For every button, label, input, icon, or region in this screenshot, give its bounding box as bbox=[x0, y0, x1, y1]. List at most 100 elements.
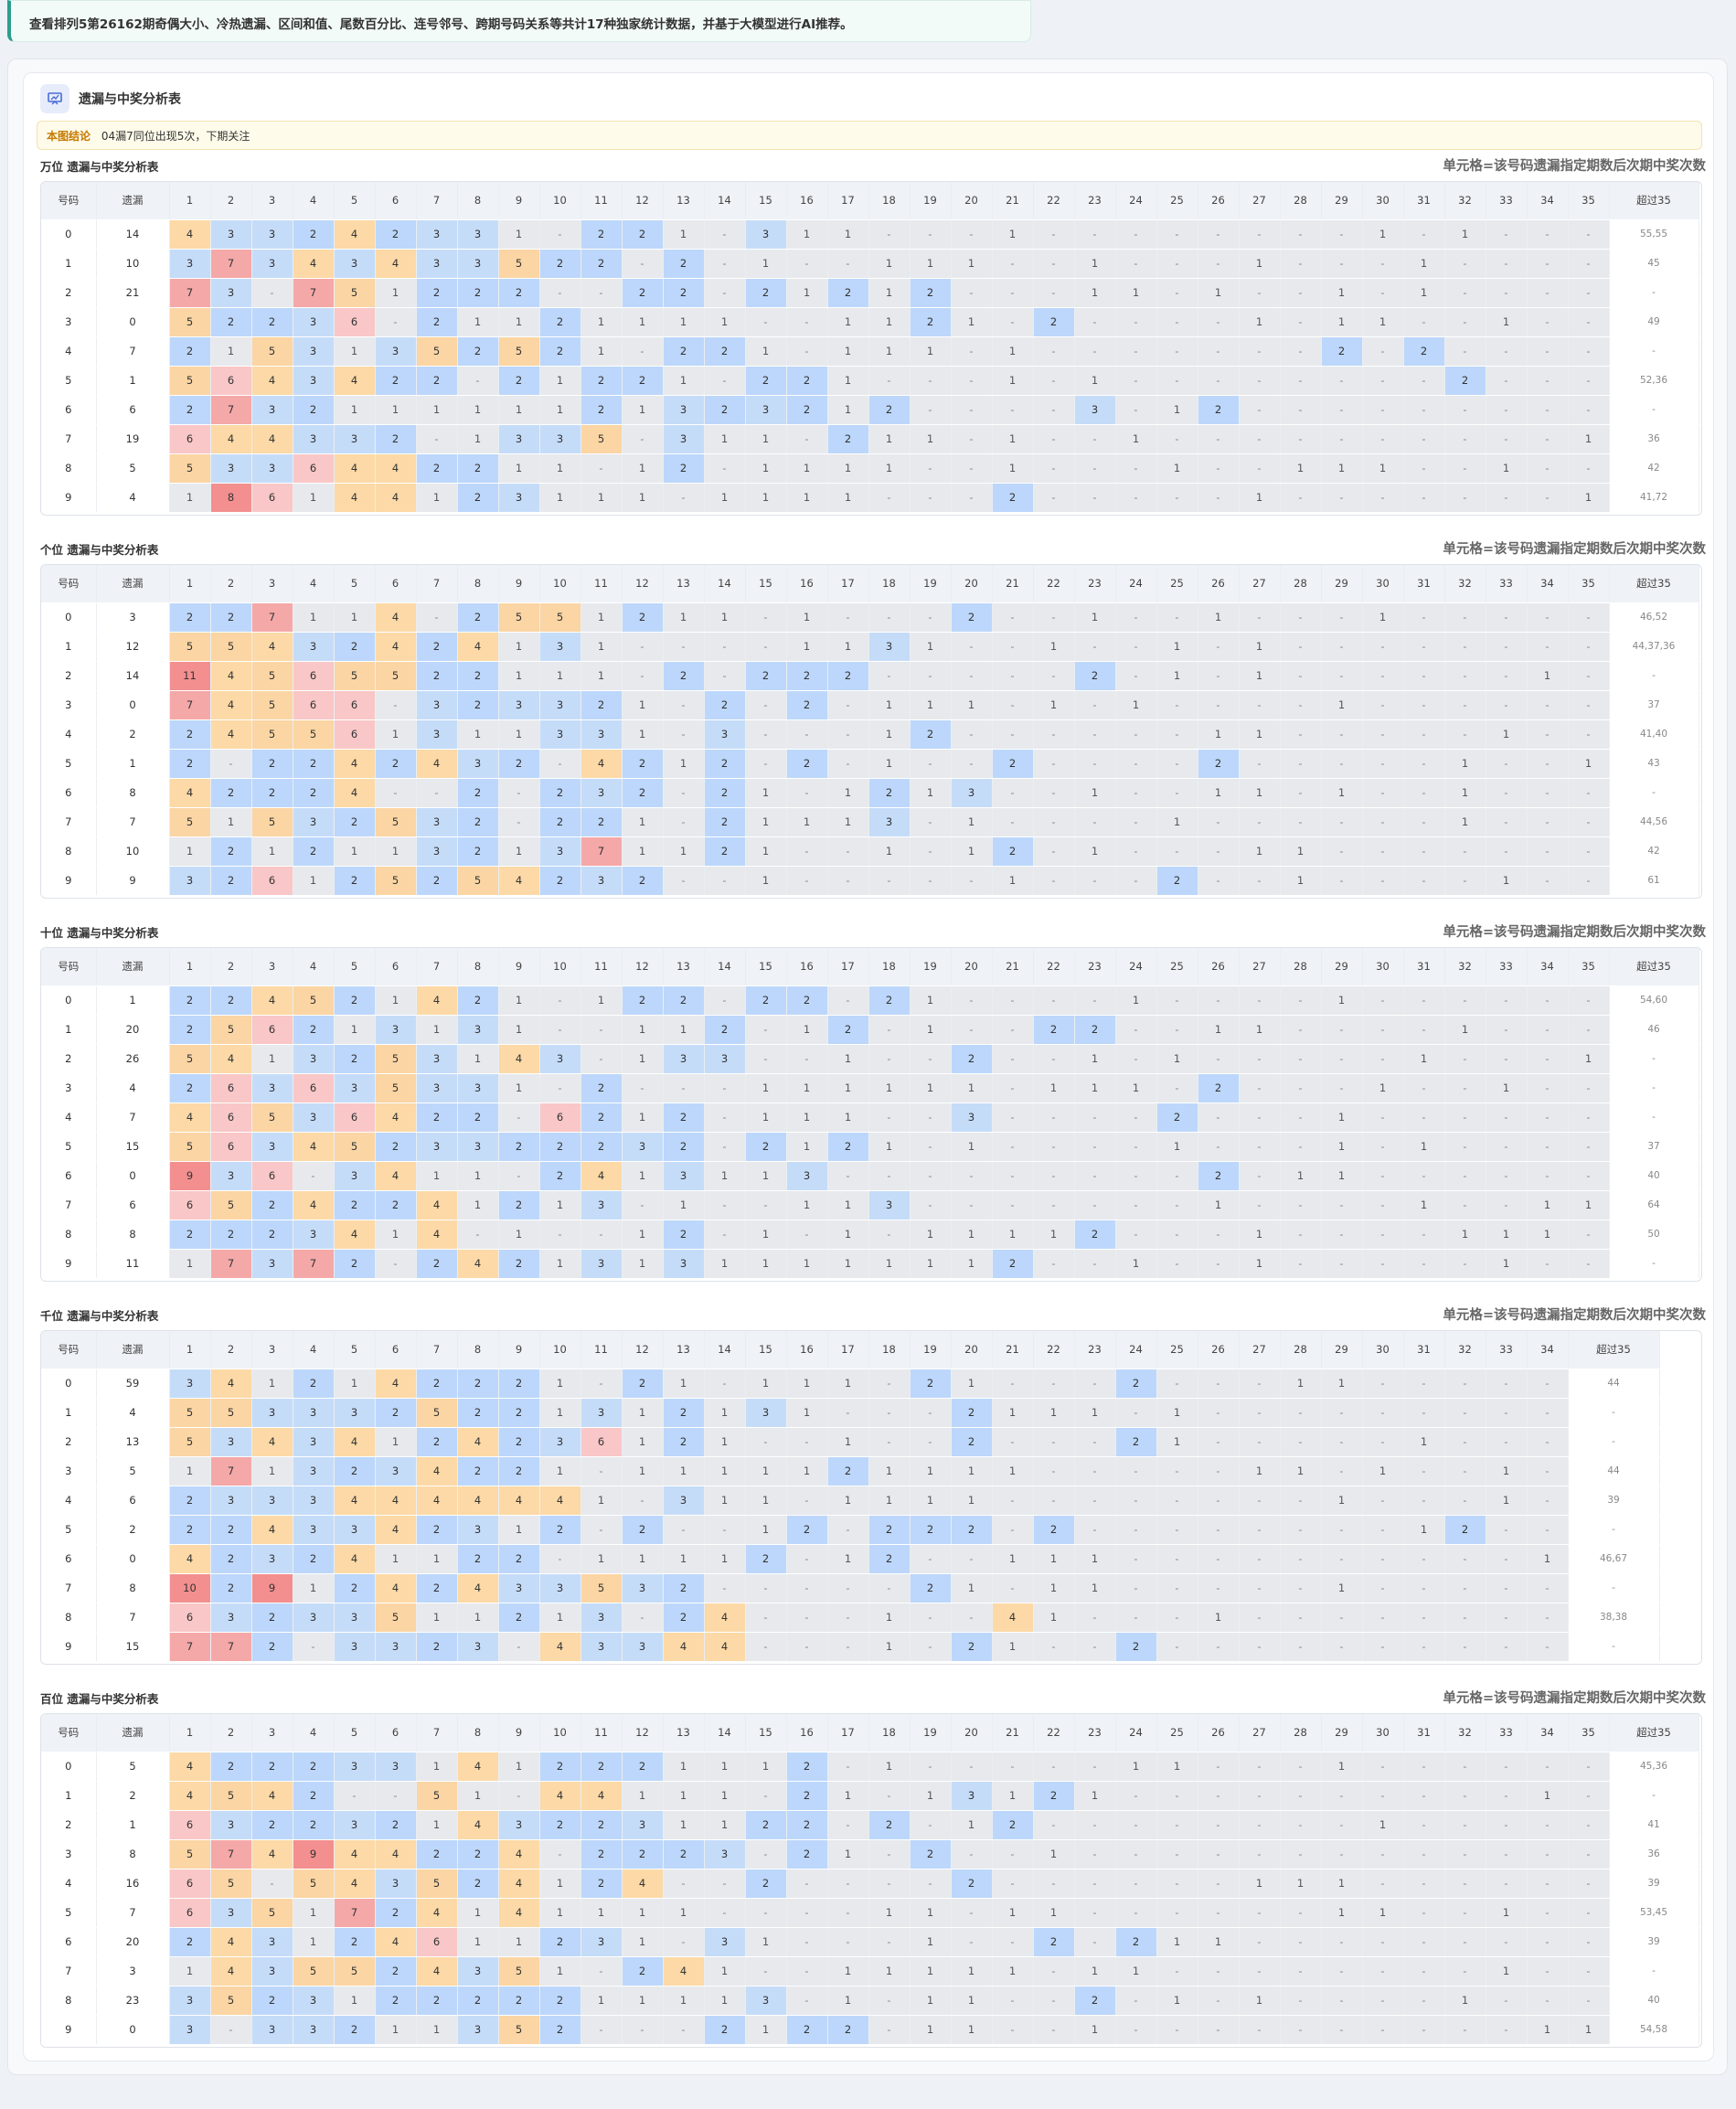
header-col: 12 bbox=[622, 948, 664, 986]
count-cell: 1 bbox=[663, 836, 705, 867]
count-cell: 2 bbox=[622, 219, 664, 250]
table-row: 3 8 5 7 4 9 4 4 2 2 4-2 2 2 3-2 1-2- -1- - - - - - - - - - - - -36 bbox=[41, 1839, 1699, 1869]
over-35-cell: 36 bbox=[1609, 424, 1699, 454]
header-row: 号码 遗漏 1 2 3 4 5 6 7 8 9 10 11 12 13 14 15 16 17 18 19 20 21 22 2… bbox=[41, 565, 1699, 603]
count-cell: - bbox=[827, 1161, 869, 1191]
count-cell: - bbox=[1239, 1544, 1281, 1574]
row-miss: 12 bbox=[96, 632, 170, 662]
count-cell: 4 bbox=[992, 1603, 1034, 1633]
count-cell: 1 bbox=[622, 307, 664, 337]
count-cell: - bbox=[1362, 778, 1404, 808]
header-col: 27 bbox=[1239, 565, 1281, 603]
over-35-cell: 50 bbox=[1609, 1220, 1699, 1250]
header-col: 5 bbox=[334, 565, 376, 603]
count-cell: - bbox=[1527, 483, 1569, 513]
over-35-cell: 54,58 bbox=[1609, 2015, 1699, 2045]
count-cell: - bbox=[1403, 1073, 1445, 1103]
count-cell: 4 bbox=[334, 749, 376, 779]
count-cell: - bbox=[1568, 778, 1610, 808]
count-cell: - bbox=[1321, 219, 1363, 250]
count-cell: - bbox=[910, 1810, 952, 1840]
count-cell: 2 bbox=[539, 778, 581, 808]
header-col: 32 bbox=[1444, 565, 1486, 603]
count-cell: - bbox=[1156, 836, 1198, 867]
count-cell: 1 bbox=[704, 1810, 746, 1840]
count-cell: 3 bbox=[416, 807, 458, 837]
count-cell: - bbox=[704, 1573, 746, 1603]
count-cell: 2 bbox=[539, 1161, 581, 1191]
count-cell: 1 bbox=[786, 602, 828, 633]
count-cell: 1 bbox=[1033, 1073, 1075, 1103]
count-cell: 2 bbox=[910, 307, 952, 337]
count-cell: 1 bbox=[1074, 366, 1116, 396]
row-number: 0 bbox=[41, 1369, 97, 1399]
count-cell: 1 bbox=[1280, 866, 1322, 896]
header-col: 11 bbox=[580, 1331, 623, 1369]
count-cell: - bbox=[1033, 836, 1075, 867]
header-col: 19 bbox=[910, 1714, 952, 1752]
count-cell: - bbox=[1362, 1544, 1404, 1574]
over-35-cell: 42 bbox=[1609, 453, 1699, 484]
count-cell: 2 bbox=[622, 866, 664, 896]
header-col: 6 bbox=[375, 948, 417, 986]
count-cell: 1 bbox=[457, 424, 499, 454]
count-cell: 2 bbox=[293, 1781, 335, 1811]
count-cell: 5 bbox=[293, 1956, 335, 1987]
count-cell: 2 bbox=[951, 1427, 993, 1457]
header-col: 4 bbox=[293, 1714, 335, 1752]
header-col: 23 bbox=[1074, 182, 1116, 220]
count-cell: - bbox=[786, 836, 828, 867]
count-cell: - bbox=[457, 366, 499, 396]
count-cell: 7 bbox=[251, 602, 293, 633]
count-cell: 1 bbox=[745, 807, 787, 837]
header-col: 18 bbox=[868, 1714, 911, 1752]
count-cell: - bbox=[1115, 807, 1157, 837]
count-cell: - bbox=[704, 1073, 746, 1103]
header-number: 号码 bbox=[41, 1714, 97, 1752]
over-35-cell: - bbox=[1609, 1956, 1699, 1987]
count-cell: 6 bbox=[169, 1869, 211, 1899]
count-cell: - bbox=[1486, 1927, 1528, 1957]
header-col: 21 bbox=[992, 948, 1034, 986]
count-cell: - bbox=[1568, 249, 1610, 279]
row-number: 8 bbox=[41, 1220, 97, 1250]
header-col: 1 bbox=[169, 182, 211, 220]
count-cell: 1 bbox=[663, 1986, 705, 2016]
count-cell: - bbox=[1568, 1839, 1610, 1869]
count-cell: 2 bbox=[1033, 1515, 1075, 1545]
count-cell: - bbox=[1568, 1956, 1610, 1987]
count-cell: - bbox=[1486, 836, 1528, 867]
count-cell: 1 bbox=[745, 249, 787, 279]
row-number: 7 bbox=[41, 1956, 97, 1987]
count-cell: 2 bbox=[704, 778, 746, 808]
count-cell: 1 bbox=[868, 1898, 911, 1928]
count-cell: 1 bbox=[745, 836, 787, 867]
count-cell: 1 bbox=[1198, 1603, 1240, 1633]
count-cell: 4 bbox=[210, 1369, 252, 1399]
count-cell: 1 bbox=[1074, 1044, 1116, 1074]
count-cell: 6 bbox=[251, 866, 293, 896]
count-cell: - bbox=[1198, 307, 1240, 337]
count-cell: - bbox=[868, 1220, 911, 1250]
over-35-cell: 45 bbox=[1609, 249, 1699, 279]
count-cell: 5 bbox=[210, 1015, 252, 1045]
count-cell: 3 bbox=[334, 1398, 376, 1428]
over-35-cell: 44,37,36 bbox=[1609, 632, 1699, 662]
count-cell: 1 bbox=[1486, 1456, 1528, 1486]
header-col: 25 bbox=[1156, 182, 1198, 220]
count-cell: 2 bbox=[868, 1810, 911, 1840]
count-cell: 1 bbox=[951, 1073, 993, 1103]
count-cell: - bbox=[1115, 866, 1157, 896]
count-cell: - bbox=[1486, 1398, 1528, 1428]
count-cell: - bbox=[1403, 1956, 1445, 1987]
count-cell: - bbox=[1568, 1220, 1610, 1250]
count-cell: - bbox=[1444, 307, 1486, 337]
count-cell: 1 bbox=[334, 836, 376, 867]
count-cell: 3 bbox=[498, 483, 540, 513]
count-cell: - bbox=[1115, 1398, 1157, 1428]
count-cell: - bbox=[868, 1369, 911, 1399]
section-title: 千位 遗漏与中奖分析表 bbox=[40, 1309, 159, 1323]
count-cell: - bbox=[1403, 778, 1445, 808]
count-cell: 1 bbox=[1074, 1073, 1116, 1103]
row-number: 0 bbox=[41, 219, 97, 250]
